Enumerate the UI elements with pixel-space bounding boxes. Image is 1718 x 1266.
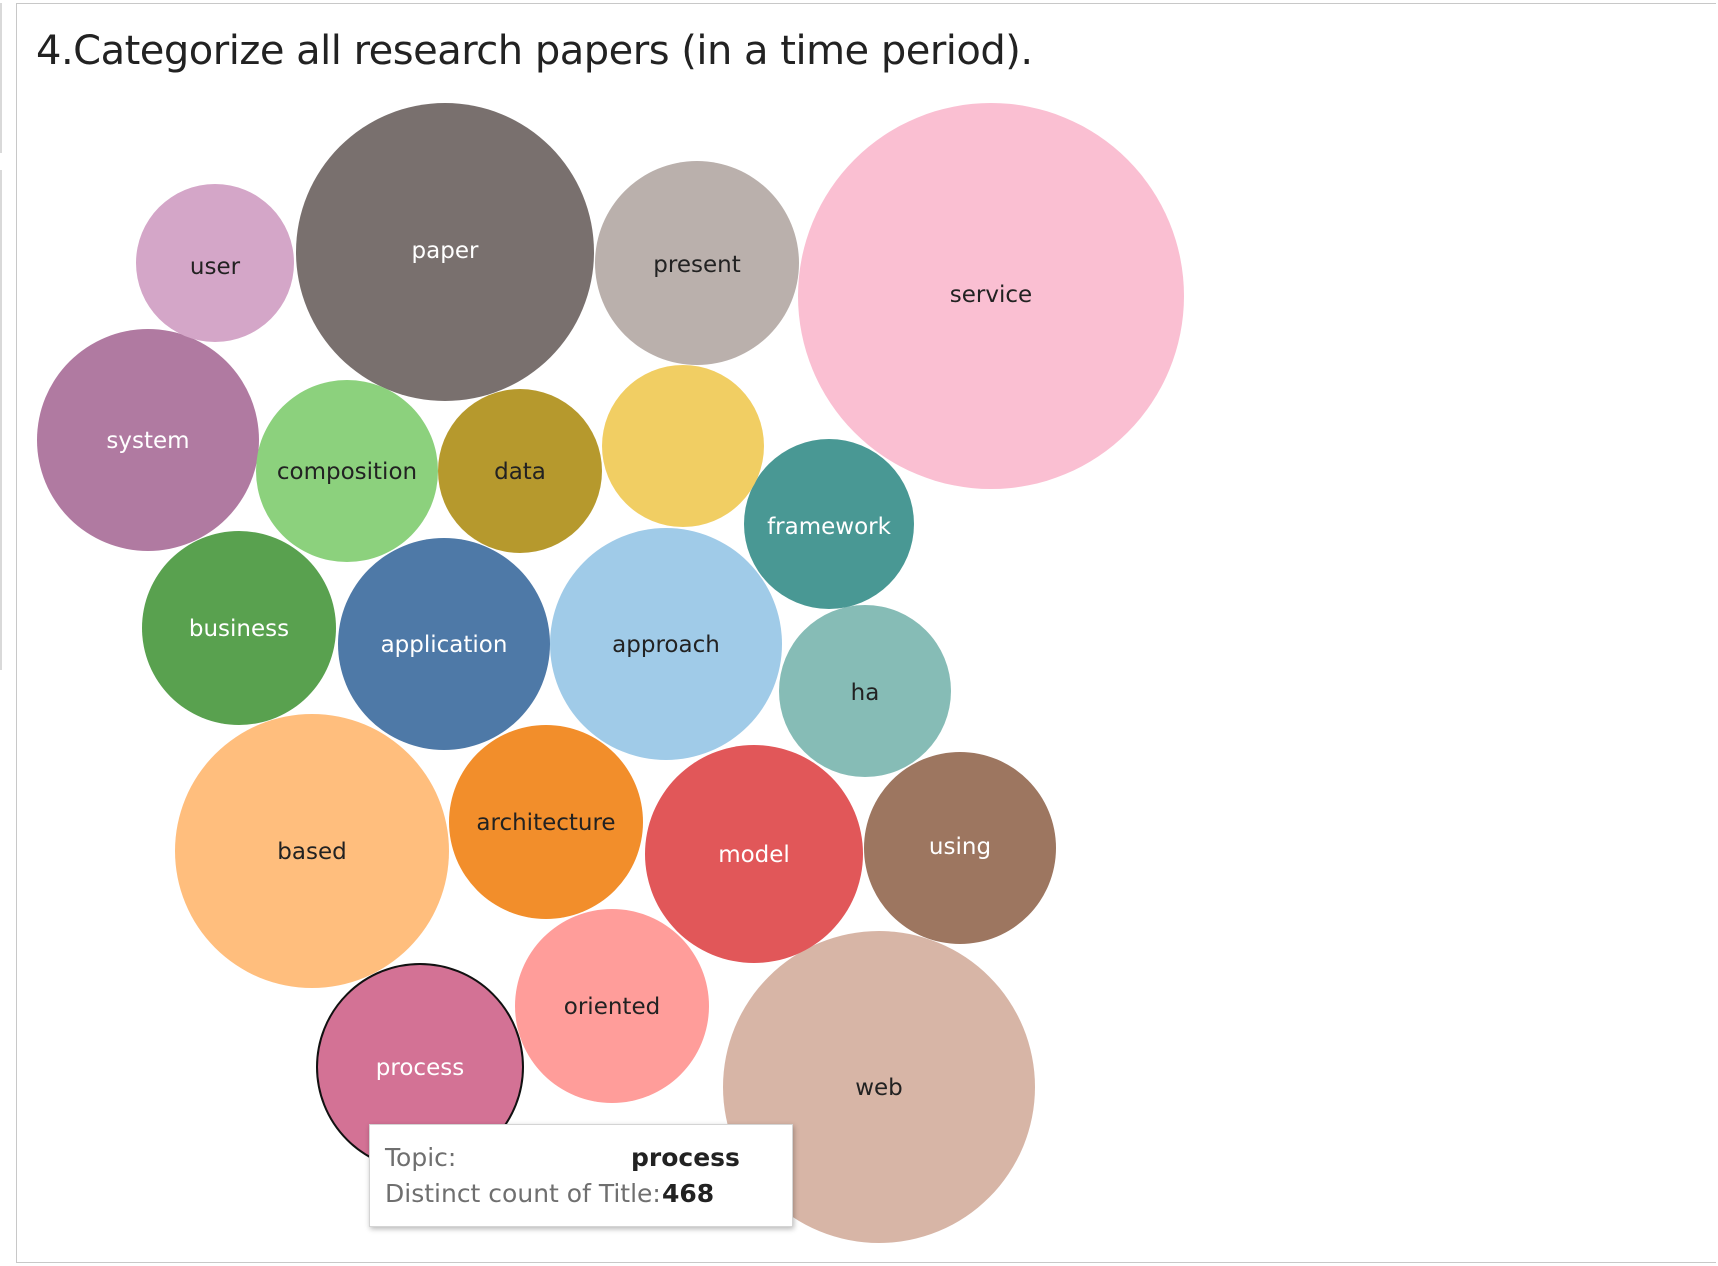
bubble-label-process: process: [376, 1055, 464, 1081]
bubble-label-data: data: [494, 459, 546, 485]
bubble-system[interactable]: [37, 329, 259, 551]
tooltip-topic-label: Topic:: [385, 1143, 457, 1172]
tooltip-topic-row: Topic: process: [385, 1143, 740, 1172]
bubble-label-application: application: [381, 632, 508, 658]
bubble-service[interactable]: [798, 103, 1184, 489]
chart-title: 4.Categorize all research papers (in a t…: [36, 28, 1033, 74]
bubble-user[interactable]: [136, 184, 294, 342]
left-edge-marker-middle: [0, 170, 2, 670]
tooltip-count-label: Distinct count of Title:: [385, 1179, 661, 1208]
left-edge-marker-top: [0, 3, 2, 153]
bubble-label-oriented: oriented: [564, 994, 660, 1020]
tooltip: Topic: process Distinct count of Title: …: [369, 1124, 793, 1227]
bubble-label-ha: ha: [851, 680, 880, 706]
bubble-label-service: service: [950, 282, 1032, 308]
tooltip-count-value: 468: [662, 1179, 715, 1208]
bubble-label-user: user: [190, 254, 241, 280]
bubble-label-approach: approach: [612, 632, 720, 658]
bubble-approach[interactable]: [550, 528, 782, 760]
bubble-label-model: model: [718, 842, 790, 868]
bubble-web[interactable]: [723, 931, 1035, 1243]
bubble-label-framework: framework: [767, 514, 892, 540]
bubble-label-composition: composition: [277, 459, 417, 485]
bubble-framework[interactable]: [744, 439, 914, 609]
bubble-label-business: business: [189, 616, 289, 642]
bubble-ha[interactable]: [779, 605, 951, 777]
tooltip-topic-value: process: [631, 1143, 740, 1172]
bubble-label-paper: paper: [412, 238, 479, 264]
bubble-label-present: present: [653, 252, 740, 278]
bubble-label-using: using: [929, 834, 991, 860]
tooltip-count-row: Distinct count of Title: 468: [385, 1179, 714, 1208]
bubble-model[interactable]: [645, 745, 863, 963]
bubble-label-architecture: architecture: [476, 810, 615, 836]
bubble-present[interactable]: [595, 161, 799, 365]
bubble-oriented[interactable]: [515, 909, 709, 1103]
bubble-using[interactable]: [864, 752, 1056, 944]
bubble-label-system: system: [106, 428, 189, 454]
bubble-data[interactable]: [438, 389, 602, 553]
bubble-application[interactable]: [338, 538, 550, 750]
bubble-architecture[interactable]: [449, 725, 643, 919]
bubble-label-based: based: [277, 839, 346, 865]
bubble-unlabeled-18[interactable]: [602, 365, 764, 527]
bubble-business[interactable]: [142, 531, 336, 725]
bubble-based[interactable]: [175, 714, 449, 988]
bubble-paper[interactable]: [296, 103, 594, 401]
bubble-label-web: web: [855, 1075, 903, 1101]
bubble-composition[interactable]: [256, 380, 438, 562]
